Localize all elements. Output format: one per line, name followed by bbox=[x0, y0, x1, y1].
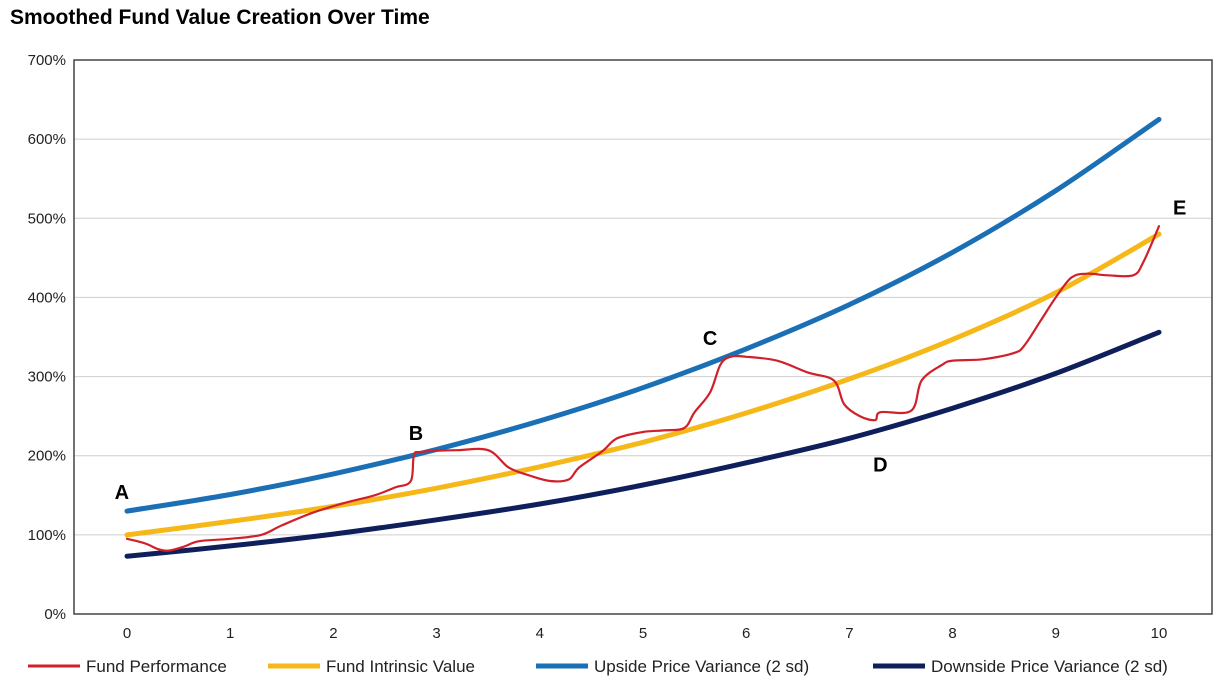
x-tick-label: 9 bbox=[1052, 625, 1060, 642]
annotation-label: D bbox=[873, 455, 887, 477]
series-line-upside-price-variance-2-sd bbox=[124, 116, 1162, 514]
y-tick-label: 400% bbox=[28, 289, 66, 306]
y-tick-label: 200% bbox=[28, 448, 66, 465]
legend-label: Upside Price Variance (2 sd) bbox=[594, 657, 809, 676]
y-tick-label: 100% bbox=[28, 527, 66, 544]
plot-area-border bbox=[73, 59, 1213, 615]
x-tick-label: 1 bbox=[226, 625, 234, 642]
series-lines bbox=[124, 116, 1162, 559]
legend: Fund Performance Fund Intrinsic Value Upsi… bbox=[28, 657, 1168, 676]
y-tick-label: 500% bbox=[28, 210, 66, 227]
y-tick-label: 300% bbox=[28, 369, 66, 386]
y-axis-ticks: 0% 100% 200% 300% 400% 500% 600% 700% bbox=[28, 52, 66, 623]
x-tick-label: 0 bbox=[123, 625, 131, 642]
series-line-fund-performance bbox=[125, 225, 1161, 552]
legend-label: Downside Price Variance (2 sd) bbox=[931, 657, 1168, 676]
series-line-downside-price-variance-2-sd bbox=[124, 329, 1162, 559]
x-tick-label: 8 bbox=[948, 625, 956, 642]
y-tick-label: 600% bbox=[28, 131, 66, 148]
legend-label: Fund Intrinsic Value bbox=[326, 657, 475, 676]
chart-title: Smoothed Fund Value Creation Over Time bbox=[10, 6, 430, 29]
x-axis-ticks: 0 1 2 3 4 5 6 7 8 9 10 bbox=[123, 625, 1168, 642]
x-tick-label: 10 bbox=[1151, 625, 1168, 642]
annotation-label: A bbox=[115, 482, 129, 504]
annotations: A B C D E bbox=[115, 197, 1187, 504]
y-tick-label: 700% bbox=[28, 52, 66, 69]
grid-lines bbox=[74, 138, 1212, 536]
x-tick-label: 5 bbox=[639, 625, 647, 642]
series-line-fund-intrinsic-value bbox=[124, 231, 1162, 538]
legend-label: Fund Performance bbox=[86, 657, 227, 676]
annotation-label: B bbox=[409, 423, 423, 445]
x-tick-label: 6 bbox=[742, 625, 750, 642]
x-tick-label: 3 bbox=[432, 625, 440, 642]
annotation-label: C bbox=[703, 328, 717, 350]
x-tick-label: 4 bbox=[536, 625, 544, 642]
x-tick-label: 7 bbox=[845, 625, 853, 642]
y-tick-label: 0% bbox=[44, 606, 66, 623]
x-tick-label: 2 bbox=[329, 625, 337, 642]
annotation-label: E bbox=[1173, 197, 1186, 219]
